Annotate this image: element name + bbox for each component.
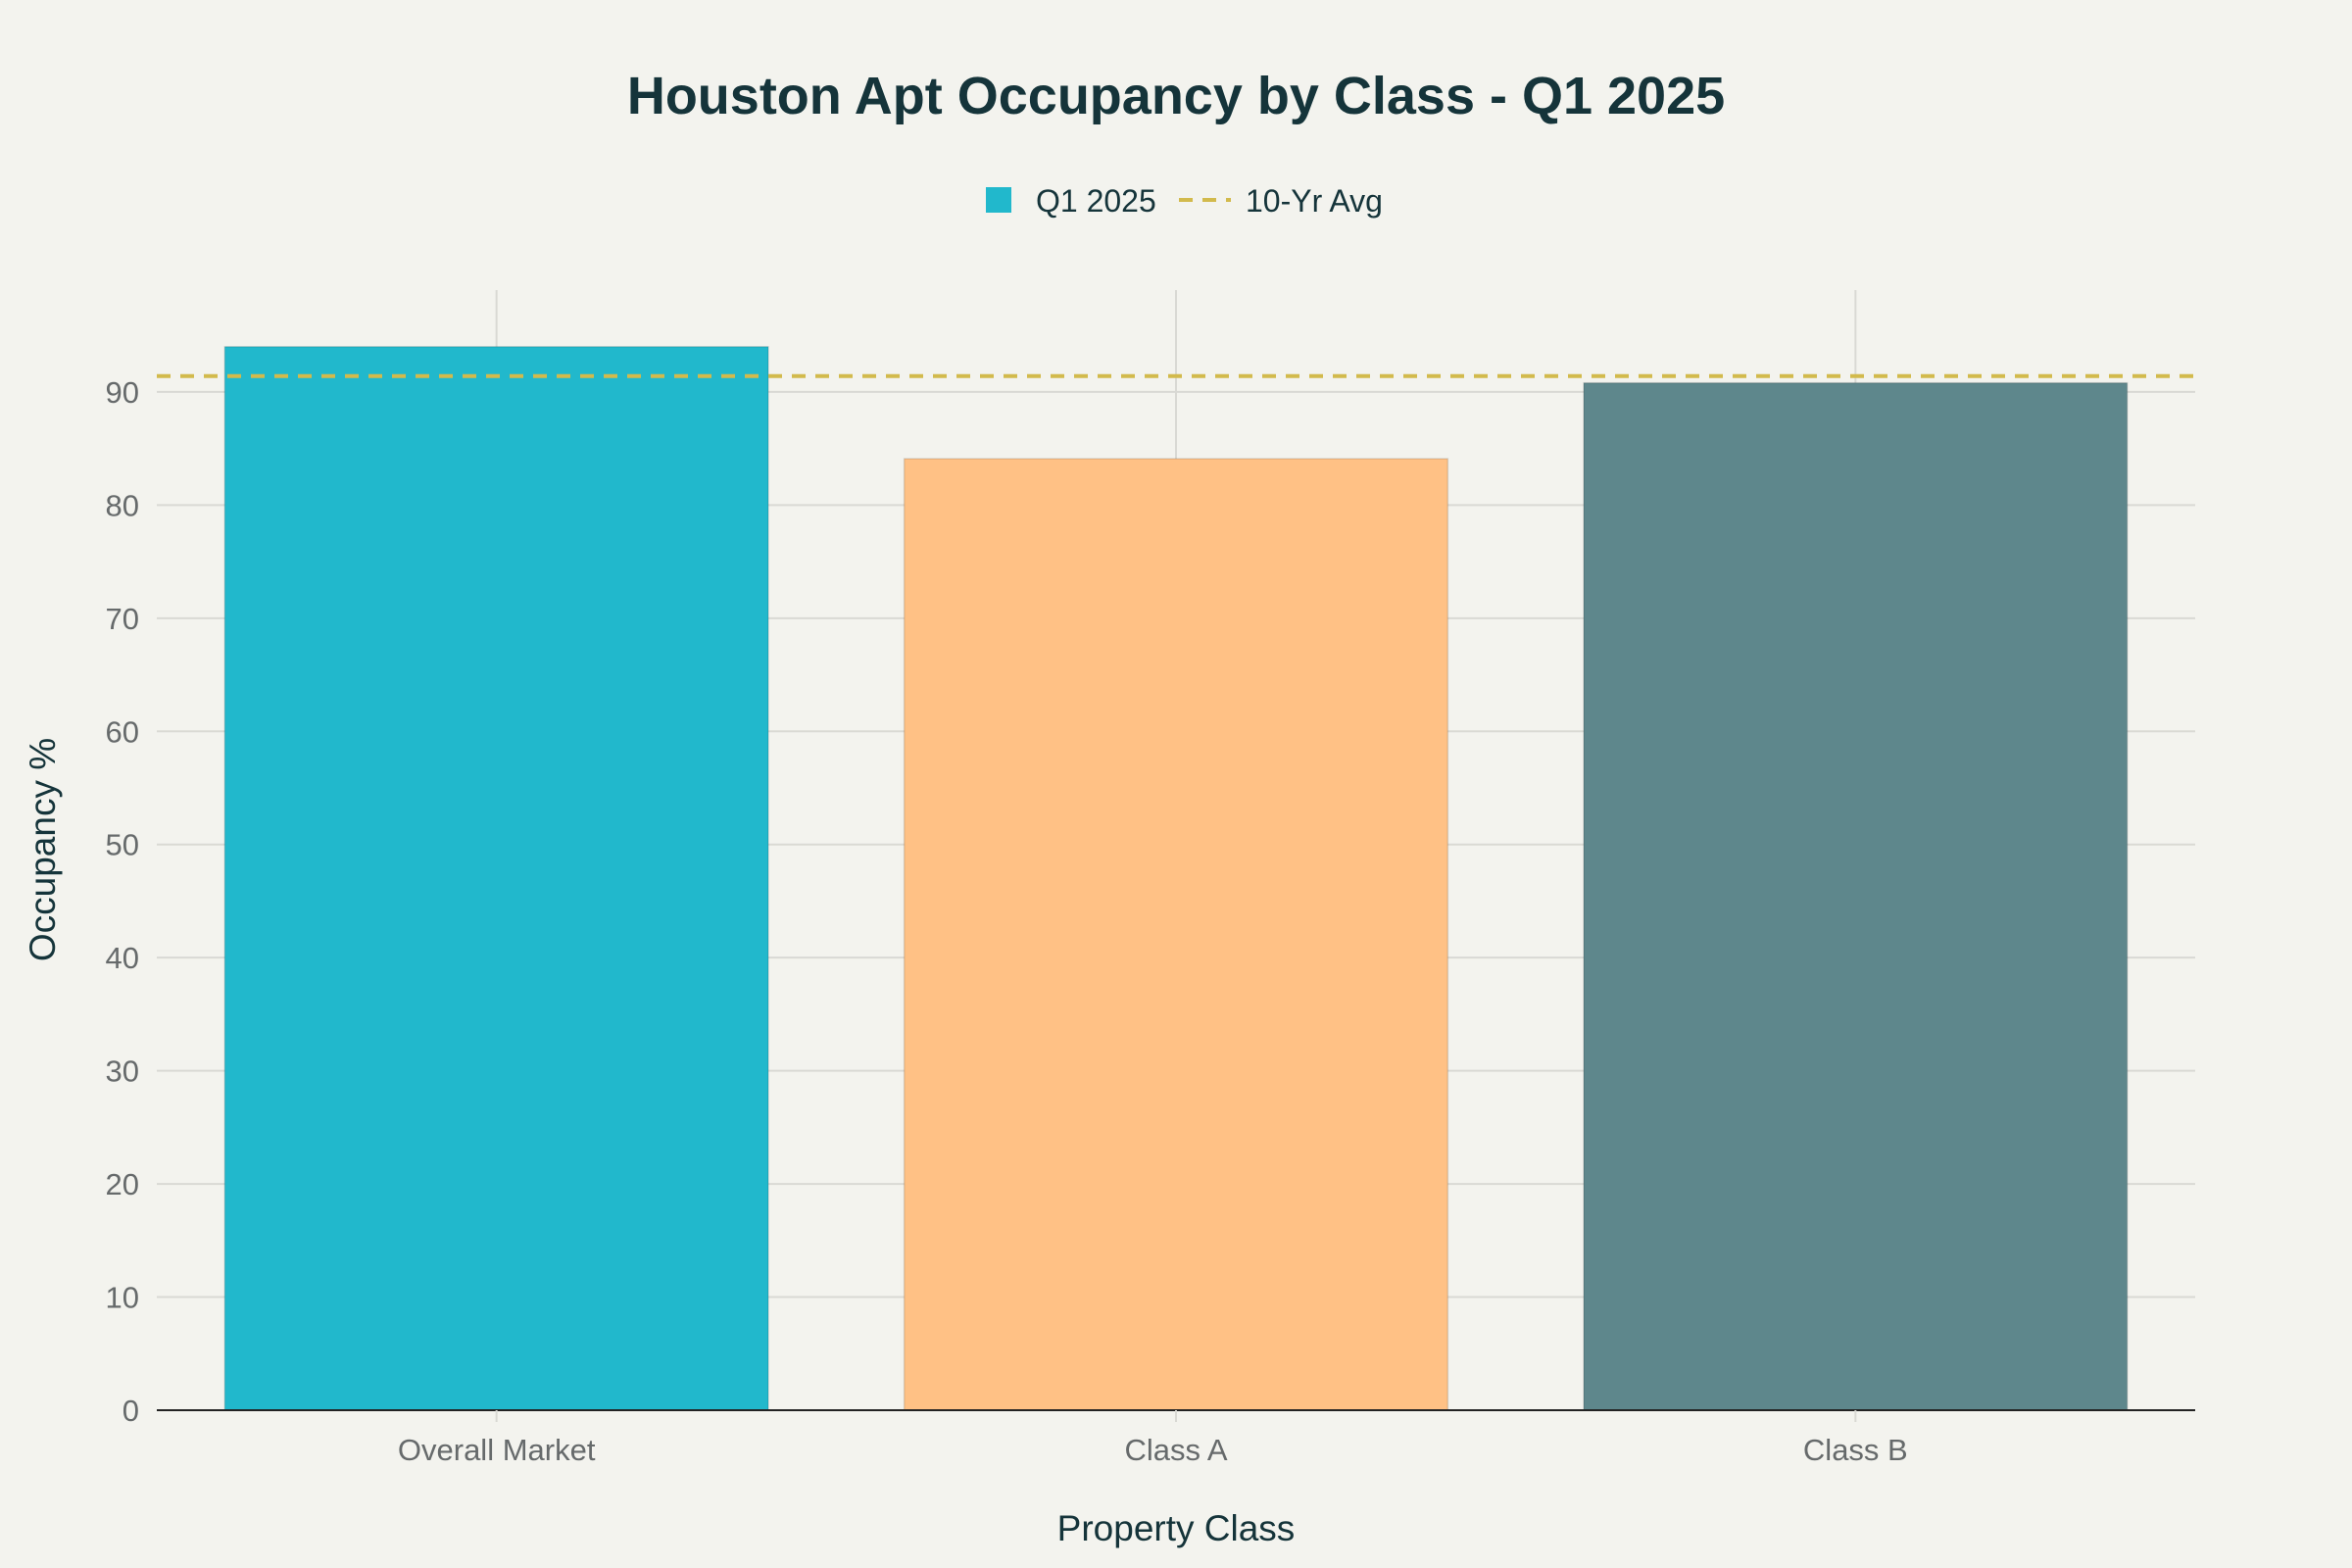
y-tick-label-20: 20 bbox=[106, 1167, 139, 1201]
y-tick-label-10: 10 bbox=[106, 1281, 139, 1315]
legend-label-10-yr-avg: 10-Yr Avg bbox=[1246, 183, 1383, 219]
x-tick-label-class-a: Class A bbox=[1124, 1433, 1227, 1467]
y-tick-label-30: 30 bbox=[106, 1054, 139, 1089]
y-tick-label-0: 0 bbox=[122, 1394, 139, 1428]
bars bbox=[223, 345, 2129, 1411]
y-tick-label-60: 60 bbox=[106, 714, 139, 749]
x-axis-title: Property Class bbox=[1057, 1508, 1296, 1548]
bar-class-b bbox=[1583, 381, 2129, 1411]
y-tick-label-40: 40 bbox=[106, 941, 139, 975]
y-tick-label-90: 90 bbox=[106, 375, 139, 410]
y-axis-ticks: 0 10 20 30 40 50 60 70 80 90 bbox=[106, 375, 139, 1428]
x-tick-label-class-b: Class B bbox=[1803, 1433, 1908, 1467]
bar-class-a bbox=[903, 458, 1449, 1411]
y-axis-title: Occupancy % bbox=[23, 738, 63, 961]
y-tick-label-50: 50 bbox=[106, 828, 139, 862]
x-axis-ticks: Overall Market Class A Class B bbox=[398, 1410, 1908, 1467]
y-tick-label-80: 80 bbox=[106, 488, 139, 522]
x-tick-label-overall-market: Overall Market bbox=[398, 1433, 596, 1467]
legend-swatch-q1-2025 bbox=[986, 187, 1011, 213]
bar-overall-market bbox=[223, 345, 769, 1411]
legend: Q1 2025 10-Yr Avg bbox=[986, 183, 1383, 219]
legend-label-q1-2025: Q1 2025 bbox=[1036, 183, 1156, 219]
chart-title: Houston Apt Occupancy by Class - Q1 2025 bbox=[627, 67, 1725, 125]
y-tick-label-70: 70 bbox=[106, 602, 139, 636]
